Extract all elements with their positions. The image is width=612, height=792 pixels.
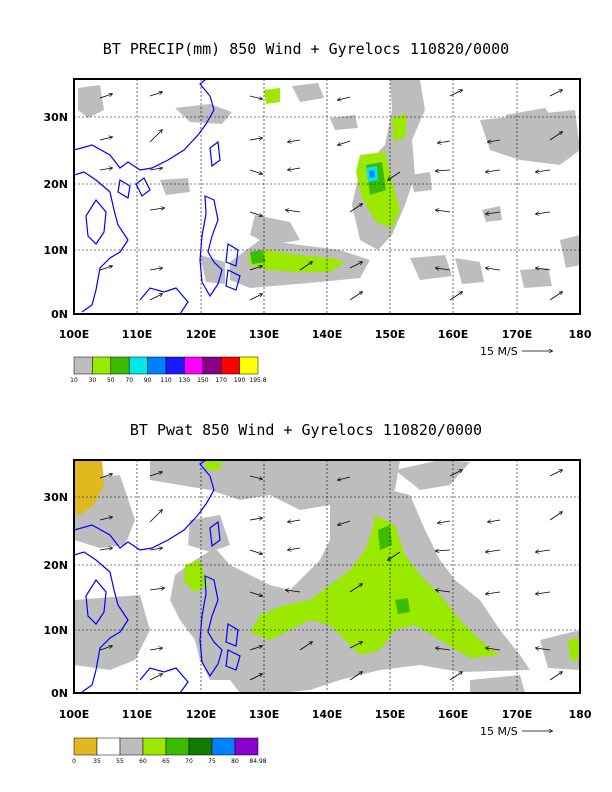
panel-1-legend-label: 70: [125, 377, 133, 384]
panel-2-wind-vectors: [99, 470, 562, 681]
panel-1-coastlines: [74, 79, 241, 314]
panel-2-pwat-dry: [74, 460, 104, 515]
panel-1-gridlines: [74, 79, 580, 314]
panel-1-x-tick: 170E: [502, 328, 532, 341]
panel-1-legend-label: 110: [160, 377, 172, 384]
panel-1-frame: [73, 78, 581, 315]
panel-1-x-tick: 140E: [312, 328, 342, 341]
panel-1-precip-shading: [78, 80, 580, 288]
panel-2-x-tick-labels: 100E 110E 120E 130E 140E 150E 160E 170E …: [59, 708, 592, 721]
panel-2-title: BT Pwat 850 Wind + Gyrelocs 110820/0000: [129, 421, 483, 439]
panel-1-x-tick: 120E: [186, 328, 216, 341]
panel-2-legend-label: 75: [208, 758, 216, 765]
panel-1-legend-label: 195.8: [249, 377, 266, 384]
panel-1-x-tick-labels: 100E 110E 120E 130E 140E 150E 160E 170E …: [59, 328, 592, 341]
panel-2-legend-label: 80: [231, 758, 239, 765]
panel-1-legend-label: 90: [144, 377, 152, 384]
panel-1-legend-label: 190: [234, 377, 246, 384]
panel-2-scale-label: 15 M/S: [480, 725, 518, 738]
panel-1-x-tick: 180: [569, 328, 592, 341]
panel-1-legend-label: 50: [107, 377, 115, 384]
panel-1-y-tick: 30N: [43, 111, 68, 124]
panel-1-vector-scale: 15 M/S: [480, 345, 552, 358]
panel-2-legend-label: 65: [162, 758, 170, 765]
panel-2-x-tick: 120E: [186, 708, 216, 721]
panel-2-legend-label: 60: [139, 758, 147, 765]
panel-2-legend-label: 35: [93, 758, 101, 765]
panel-2-y-tick: 20N: [43, 559, 68, 572]
panel-1-legend: 10 30 50 70 90 110 130 150 170 190 195.8: [70, 356, 267, 384]
panel-2-x-tick: 130E: [249, 708, 279, 721]
panel-1-title: BT PRECIP(mm) 850 Wind + Gyrelocs 110820…: [102, 40, 510, 58]
panel-1-y-tick: 0N: [51, 308, 68, 321]
panel-1-map: [74, 79, 580, 314]
panel-2-legend-label: 84.98: [249, 758, 266, 765]
panel-1-x-tick: 160E: [438, 328, 468, 341]
panel-2-y-tick: 30N: [43, 491, 68, 504]
panel-1-x-tick: 150E: [375, 328, 405, 341]
panel-2-x-tick: 140E: [312, 708, 342, 721]
panel-2-x-tick: 160E: [438, 708, 468, 721]
panel-2-frame: [73, 459, 581, 694]
panel-1-precip-peak: [366, 166, 378, 182]
panel-2-pwat-darkgreen: [378, 525, 410, 614]
panel-2-pwat-green: [184, 460, 580, 660]
panel-1-x-tick: 130E: [249, 328, 279, 341]
panel-1-legend-label: 30: [89, 377, 97, 384]
panel-1-x-tick: 110E: [122, 328, 152, 341]
panel-1-y-tick: 10N: [43, 244, 68, 257]
panel-1-x-tick: 100E: [59, 328, 89, 341]
panel-2-legend-label: 70: [185, 758, 193, 765]
panel-1-y-tick-labels: 0N 10N 20N 30N: [43, 111, 68, 321]
panel-1-legend-label: 130: [179, 377, 191, 384]
panel-2-x-tick: 100E: [59, 708, 89, 721]
panel-2-x-tick: 150E: [375, 708, 405, 721]
panel-2-x-tick: 110E: [122, 708, 152, 721]
panel-1-y-tick: 20N: [43, 178, 68, 191]
panel-1-wind-vectors: [99, 90, 562, 301]
panel-1-scale-label: 15 M/S: [480, 345, 518, 358]
panel-2-legend: 0 35 55 60 65 70 75 80 84.98: [72, 737, 267, 765]
panel-2-x-tick: 180: [569, 708, 592, 721]
panel-2-y-tick-labels: 0N 10N 20N 30N: [43, 491, 68, 700]
panel-2-gridlines: [74, 460, 580, 693]
panel-2-y-tick: 0N: [51, 687, 68, 700]
panel-1-legend-label: 10: [70, 377, 78, 384]
panel-1-legend-label: 170: [215, 377, 227, 384]
panel-2-vector-scale: 15 M/S: [480, 725, 552, 738]
panel-2-legend-label: 0: [72, 758, 76, 765]
panel-2-legend-label: 55: [116, 758, 124, 765]
panel-2-x-tick: 170E: [502, 708, 532, 721]
panel-1-legend-label: 150: [197, 377, 209, 384]
panel-2-y-tick: 10N: [43, 624, 68, 637]
panel-2-map: [74, 460, 580, 693]
panel-2-coastlines: [74, 460, 241, 693]
